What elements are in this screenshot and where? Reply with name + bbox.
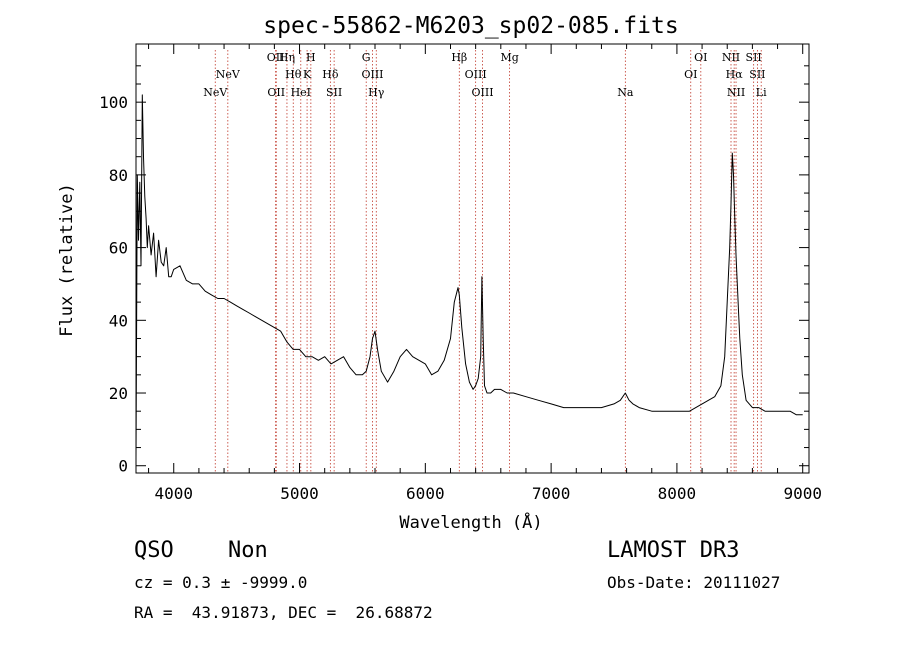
line-label: NeV [216, 68, 241, 81]
observation-date: Obs-Date: 20111027 [607, 573, 781, 592]
x-tick-label: 8000 [658, 484, 697, 503]
object-class: QSO [134, 538, 174, 563]
line-label: NeV [203, 86, 228, 99]
plot-frame [135, 43, 810, 474]
y-tick-label: 80 [109, 166, 128, 185]
line-label: OII [267, 51, 285, 64]
series-line-spectrum [135, 94, 803, 459]
line-label: Hδ [322, 68, 339, 81]
x-tick-label: 9000 [783, 484, 822, 503]
line-label: OII [267, 86, 285, 99]
y-tick-label: 40 [109, 311, 128, 330]
line-label: Hη [279, 51, 295, 64]
x-tick-label: 7000 [532, 484, 571, 503]
line-label: OI [684, 68, 697, 81]
line-label: NII [727, 86, 745, 99]
x-axis-label: Wavelength (Å) [399, 511, 542, 533]
line-label: Hα [726, 68, 744, 81]
line-label: SII [326, 86, 342, 99]
line-label: K [303, 68, 312, 81]
y-axis-label: Flux (relative) [57, 183, 77, 337]
x-tick-label: 5000 [280, 484, 319, 503]
line-label: Li [756, 86, 767, 99]
series-layer [135, 94, 803, 459]
line-label: SII [746, 51, 762, 64]
y-tick-label: 20 [109, 384, 128, 403]
line-label: OI [694, 51, 707, 64]
y-tick-label: 0 [118, 457, 128, 476]
line-label: H [306, 51, 316, 64]
line-label: OIII [361, 68, 383, 81]
line-label: Mg [500, 51, 518, 64]
y-tick-label: 100 [99, 93, 128, 112]
line-label: Na [617, 86, 634, 99]
x-tick-label: 4000 [154, 484, 193, 503]
chart-title: spec-55862-M6203_sp02-085.fits [263, 13, 678, 39]
line-label: Hβ [451, 51, 467, 64]
line-label: NII [722, 51, 740, 64]
line-label: OIII [465, 68, 487, 81]
axis-ticks: 4000 5000 6000 7000 8000 9000 0 20 40 60 80 100 [99, 44, 822, 503]
line-markers [214, 50, 762, 473]
coordinates: RA = 43.91873, DEC = 26.68872 [134, 603, 433, 622]
survey-name: LAMOST DR3 [607, 538, 740, 563]
line-label: Hθ [285, 68, 302, 81]
y-tick-label: 60 [109, 239, 128, 258]
redshift-info: cz = 0.3 ± -9999.0 [134, 573, 308, 592]
line-label: G [362, 51, 371, 64]
x-tick-label: 6000 [406, 484, 445, 503]
line-label: HeI [291, 86, 311, 99]
line-label: Hγ [368, 86, 385, 99]
line-label: OIII [472, 86, 494, 99]
object-subclass: Non [228, 538, 268, 563]
line-label: SII [749, 68, 765, 81]
